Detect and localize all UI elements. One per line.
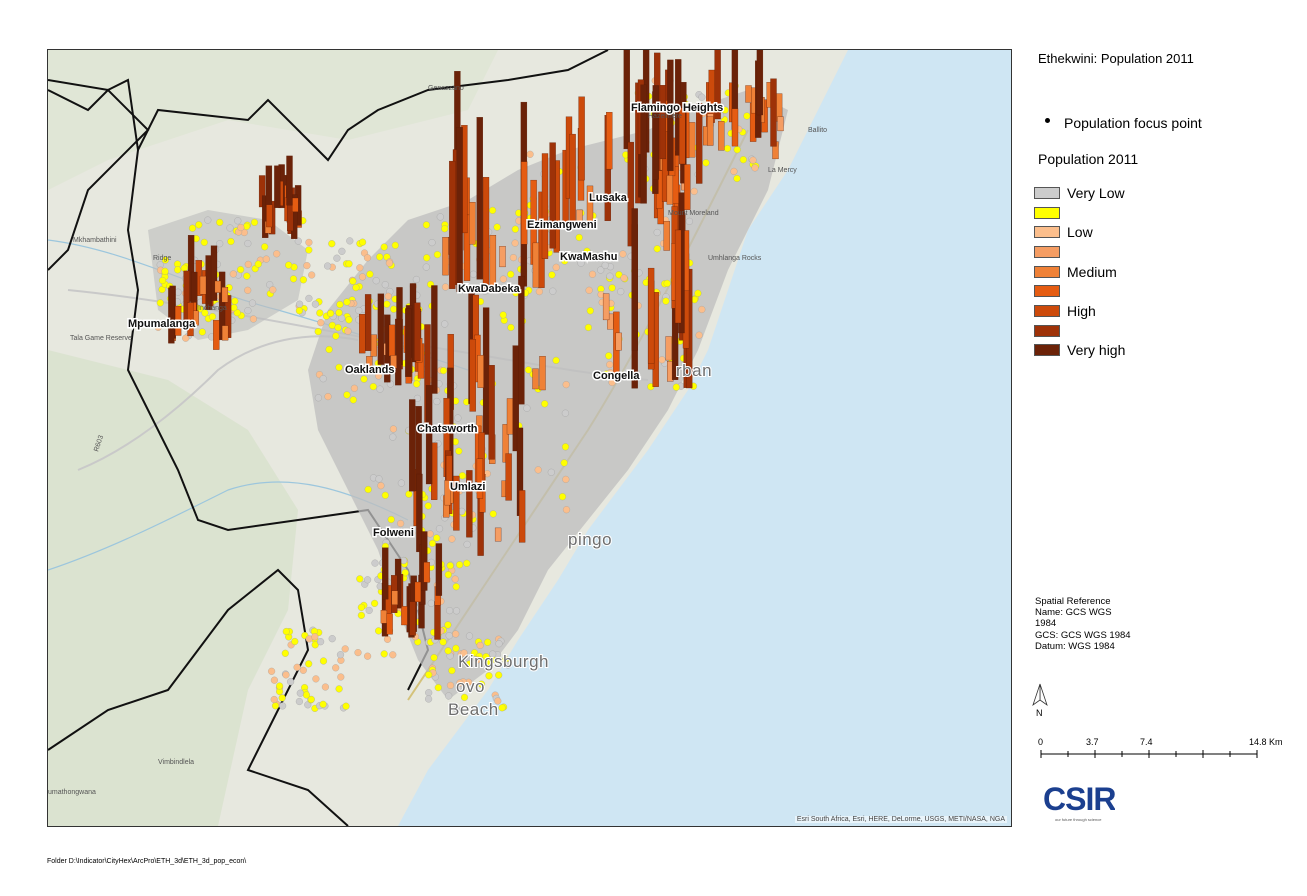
place-label: Umlazi bbox=[450, 481, 485, 493]
footer-path: Folder D:\Indicator\CityHex\ArcPro\ETH_3… bbox=[47, 858, 247, 865]
legend-class-swatch bbox=[1034, 304, 1060, 317]
town-label: Beach bbox=[448, 700, 499, 719]
legend-class-swatch bbox=[1034, 344, 1060, 357]
legend-class-label: Very high bbox=[1067, 342, 1126, 359]
river bbox=[48, 481, 409, 571]
road-label: R603 bbox=[93, 434, 105, 452]
minor-label: Genazzano bbox=[428, 85, 464, 92]
legend-class-row: Very high bbox=[1034, 341, 1125, 361]
legend-class-row bbox=[1034, 321, 1125, 341]
town-label: ovo bbox=[456, 677, 485, 696]
map-frame[interactable]: Mkhambathini Vimbindlela umathongwana R6… bbox=[47, 49, 1012, 827]
legend-class-label: Very Low bbox=[1067, 184, 1125, 201]
legend-class-row: Medium bbox=[1034, 262, 1125, 282]
scale-tick-label: 7.4 bbox=[1140, 737, 1153, 747]
map-attribution: Esri South Africa, Esri, HERE, DeLorme, … bbox=[794, 816, 1007, 823]
map-canvas[interactable]: Mkhambathini Vimbindlela umathongwana R6… bbox=[48, 50, 1011, 826]
spatial-reference-datum: Datum: WGS 1984 bbox=[1035, 640, 1115, 652]
legend-class-swatch bbox=[1034, 226, 1060, 239]
legend-class-row: Very Low bbox=[1034, 183, 1125, 203]
minor-label: La Mercy bbox=[768, 167, 797, 174]
spatial-reference: Spatial Reference Name: GCS WGS 1984 GCS… bbox=[1035, 596, 1131, 652]
population-bars bbox=[168, 50, 784, 640]
terrain-shading-north bbox=[48, 50, 498, 190]
scale-tick-label: 14.8 Km bbox=[1249, 737, 1283, 747]
legend-class-row bbox=[1034, 242, 1125, 262]
place-label: Ezimangweni bbox=[527, 219, 597, 231]
logo-text: CSIR bbox=[1043, 781, 1115, 817]
logo-tagline: our future through science bbox=[1055, 817, 1102, 822]
legend-class-swatch bbox=[1034, 285, 1060, 298]
legend-class-label: High bbox=[1067, 302, 1096, 319]
legend-classes: Very Low Low Medium High Very high bbox=[1034, 183, 1125, 360]
minor-label: Ballito bbox=[808, 127, 827, 134]
focus-point-symbol bbox=[1045, 117, 1050, 123]
minor-label: Mkhambathini bbox=[73, 237, 117, 244]
spatial-reference-name: Name: GCS WGS bbox=[1035, 607, 1112, 619]
legend-class-swatch bbox=[1034, 324, 1060, 337]
minor-label: Vimbindlela bbox=[158, 759, 194, 766]
spatial-reference-heading: Spatial Reference bbox=[1035, 596, 1111, 607]
place-label: Mpumalanga bbox=[128, 318, 196, 330]
town-label: rban bbox=[676, 361, 712, 380]
north-label: N bbox=[1036, 708, 1043, 718]
road bbox=[77, 335, 359, 471]
legend-class-swatch bbox=[1034, 186, 1060, 199]
scale-tick-label: 3.7 bbox=[1086, 737, 1099, 747]
spatial-reference-name-cont: 1984 bbox=[1035, 618, 1057, 630]
minor-label: umathongwana bbox=[48, 789, 96, 796]
spatial-reference-gcs: GCS: GCS WGS 1984 bbox=[1035, 629, 1131, 641]
legend-class-label: Low bbox=[1067, 224, 1093, 241]
place-label: Lusaka bbox=[589, 192, 628, 204]
focus-point-label: Population focus point bbox=[1064, 115, 1202, 131]
legend-class-row: Low bbox=[1034, 222, 1125, 242]
town-label: Kingsburgh bbox=[458, 652, 549, 671]
place-label: KwaDabeka bbox=[458, 283, 521, 295]
legend-class-row bbox=[1034, 281, 1125, 301]
place-label: Flamingo Heights bbox=[631, 102, 723, 114]
minor-label: Ridge bbox=[153, 255, 171, 262]
municipal-boundary bbox=[48, 50, 609, 162]
legend-population-heading: Population 2011 bbox=[1038, 151, 1139, 167]
minor-label: Umhlanga Rocks bbox=[708, 255, 762, 262]
place-label: Folweni bbox=[373, 527, 414, 539]
terrain-shading bbox=[48, 350, 298, 826]
legend-class-swatch bbox=[1034, 245, 1060, 258]
place-label: KwaMashu bbox=[560, 251, 617, 263]
district-boundary bbox=[48, 88, 150, 271]
legend-class-label: Medium bbox=[1067, 263, 1117, 280]
district-boundary bbox=[48, 568, 349, 826]
scale-bar: 0 3.7 7.4 14.8 Km bbox=[1038, 737, 1283, 758]
minor-label: Hazelmere bbox=[648, 113, 682, 120]
legend-title: Ethekwini: Population 2011 bbox=[1038, 51, 1194, 66]
legend-class-swatch bbox=[1034, 265, 1060, 278]
north-arrow-icon: N bbox=[1032, 683, 1048, 718]
minor-label: Mount Moreland bbox=[668, 210, 719, 217]
minor-label: Inchanga bbox=[198, 305, 227, 312]
place-label: Chatsworth bbox=[417, 423, 478, 435]
legend-class-row: High bbox=[1034, 301, 1125, 321]
csir-logo: CSIR our future through science bbox=[1043, 781, 1115, 822]
place-label: Oaklands bbox=[345, 364, 395, 376]
town-label: pingo bbox=[568, 530, 612, 549]
legend-class-swatch bbox=[1034, 206, 1060, 219]
scale-tick-label: 0 bbox=[1038, 737, 1043, 747]
legend-class-row bbox=[1034, 203, 1125, 223]
minor-label: Tala Game Reserve bbox=[70, 335, 132, 342]
place-label: Congella bbox=[593, 370, 640, 382]
legend-focus-point: Population focus point bbox=[1045, 115, 1202, 131]
